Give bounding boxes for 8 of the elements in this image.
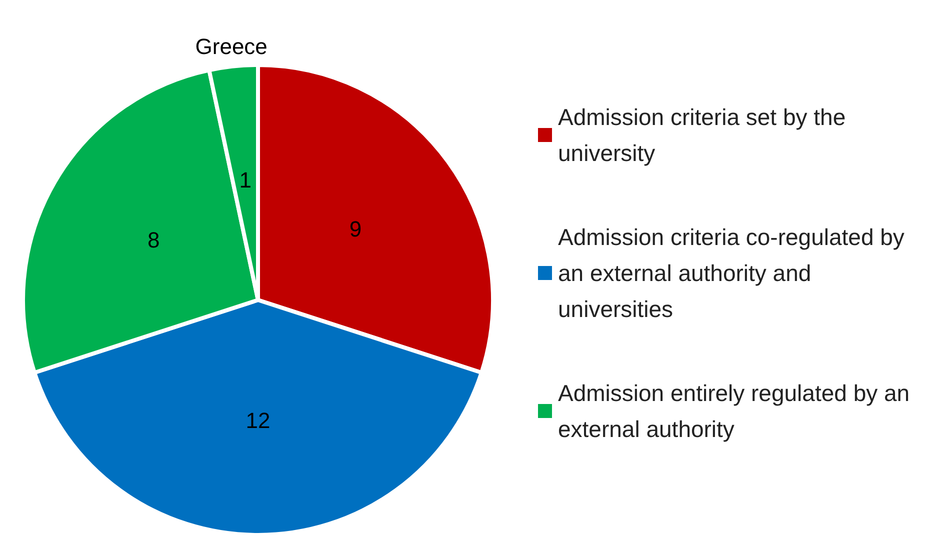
data-label: 12 xyxy=(246,408,270,433)
data-label: 8 xyxy=(148,227,160,252)
legend-label: Admission criteria set by the university xyxy=(558,104,852,166)
data-label: 1 xyxy=(239,168,252,193)
data-label: 9 xyxy=(349,216,362,242)
legend-label: Admission criteria co-regulated by an external authority and universities xyxy=(558,224,911,322)
slice-label: Greece xyxy=(195,34,268,59)
legend-label: Admission entirely regulated by an external authority xyxy=(558,380,916,442)
